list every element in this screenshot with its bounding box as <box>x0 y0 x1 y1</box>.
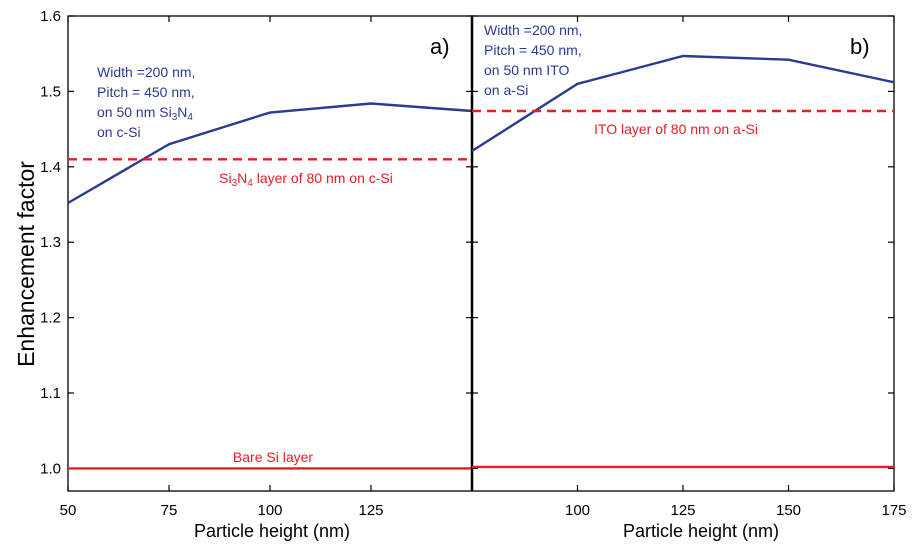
panel-b-param-line: Width =200 nm, <box>484 22 582 38</box>
panel-a-y-ticks: 1.0 1.1 1.2 1.3 1.4 1.5 1.6 <box>40 8 472 477</box>
x-tick-label: 175 <box>881 502 906 519</box>
y-tick-label: 1.0 <box>40 460 61 477</box>
x-tick-label: 75 <box>161 502 178 519</box>
panel-a-param-line: on c-Si <box>97 124 141 140</box>
y-tick-label: 1.4 <box>40 159 61 176</box>
panel-b: 100 125 150 175 b) Particle height (nm) Wid… <box>470 15 907 541</box>
panel-b-param-line: on 50 nm ITO <box>484 62 569 78</box>
panel-a-param-line: on 50 nm Si3N4 <box>97 104 193 123</box>
series-line-solid <box>67 102 473 205</box>
panel-a-series <box>67 102 473 470</box>
y-axis-title: Enhancement factor <box>13 161 39 367</box>
panel-a-bare-label: Bare Si layer <box>233 449 313 465</box>
panel-a-label: a) <box>430 34 450 59</box>
panel-a-annotation-params: Width =200 nm, Pitch = 450 nm, on 50 nm … <box>97 64 195 140</box>
y-tick-label: 1.5 <box>40 83 61 100</box>
panel-b-y-ticks <box>472 15 894 469</box>
y-tick-label: 1.2 <box>40 310 61 327</box>
panel-b-dashed-label: ITO layer of 80 nm on a-Si <box>594 121 758 137</box>
panel-b-frame <box>471 15 895 492</box>
panel-b-x-axis-title: Particle height (nm) <box>623 521 779 541</box>
panel-a-param-line: Width =200 nm, <box>97 64 195 80</box>
panel-b-param-line: on a-Si <box>484 82 528 98</box>
x-tick-label: 100 <box>565 502 590 519</box>
y-tick-label: 1.3 <box>40 234 61 251</box>
x-tick-label: 125 <box>670 502 695 519</box>
x-tick-label: 50 <box>60 502 77 519</box>
panel-a: 1.0 1.1 1.2 1.3 1.4 1.5 1.6 50 75 100 125 a) Part… <box>40 8 473 541</box>
y-tick-label: 1.1 <box>40 385 61 402</box>
y-tick-label: 1.6 <box>40 8 61 25</box>
panel-b-series <box>471 54 895 469</box>
x-tick-label: 150 <box>776 502 801 519</box>
series-line-solid <box>471 54 895 153</box>
panel-b-label: b) <box>850 34 870 59</box>
panel-b-x-ticks: 100 125 150 175 <box>565 16 907 519</box>
panel-b-param-line: Pitch = 450 nm, <box>484 42 582 58</box>
x-tick-label: 100 <box>257 502 282 519</box>
x-tick-label: 125 <box>358 502 383 519</box>
panel-a-param-line: Pitch = 450 nm, <box>97 84 195 100</box>
panel-a-dashed-label: Si3N4 layer of 80 nm on c-Si <box>219 170 393 189</box>
panel-a-x-axis-title: Particle height (nm) <box>194 521 350 541</box>
panel-a-x-ticks: 50 75 100 125 <box>60 16 384 519</box>
panel-b-annotation-params: Width =200 nm, Pitch = 450 nm, on 50 nm … <box>484 22 582 98</box>
